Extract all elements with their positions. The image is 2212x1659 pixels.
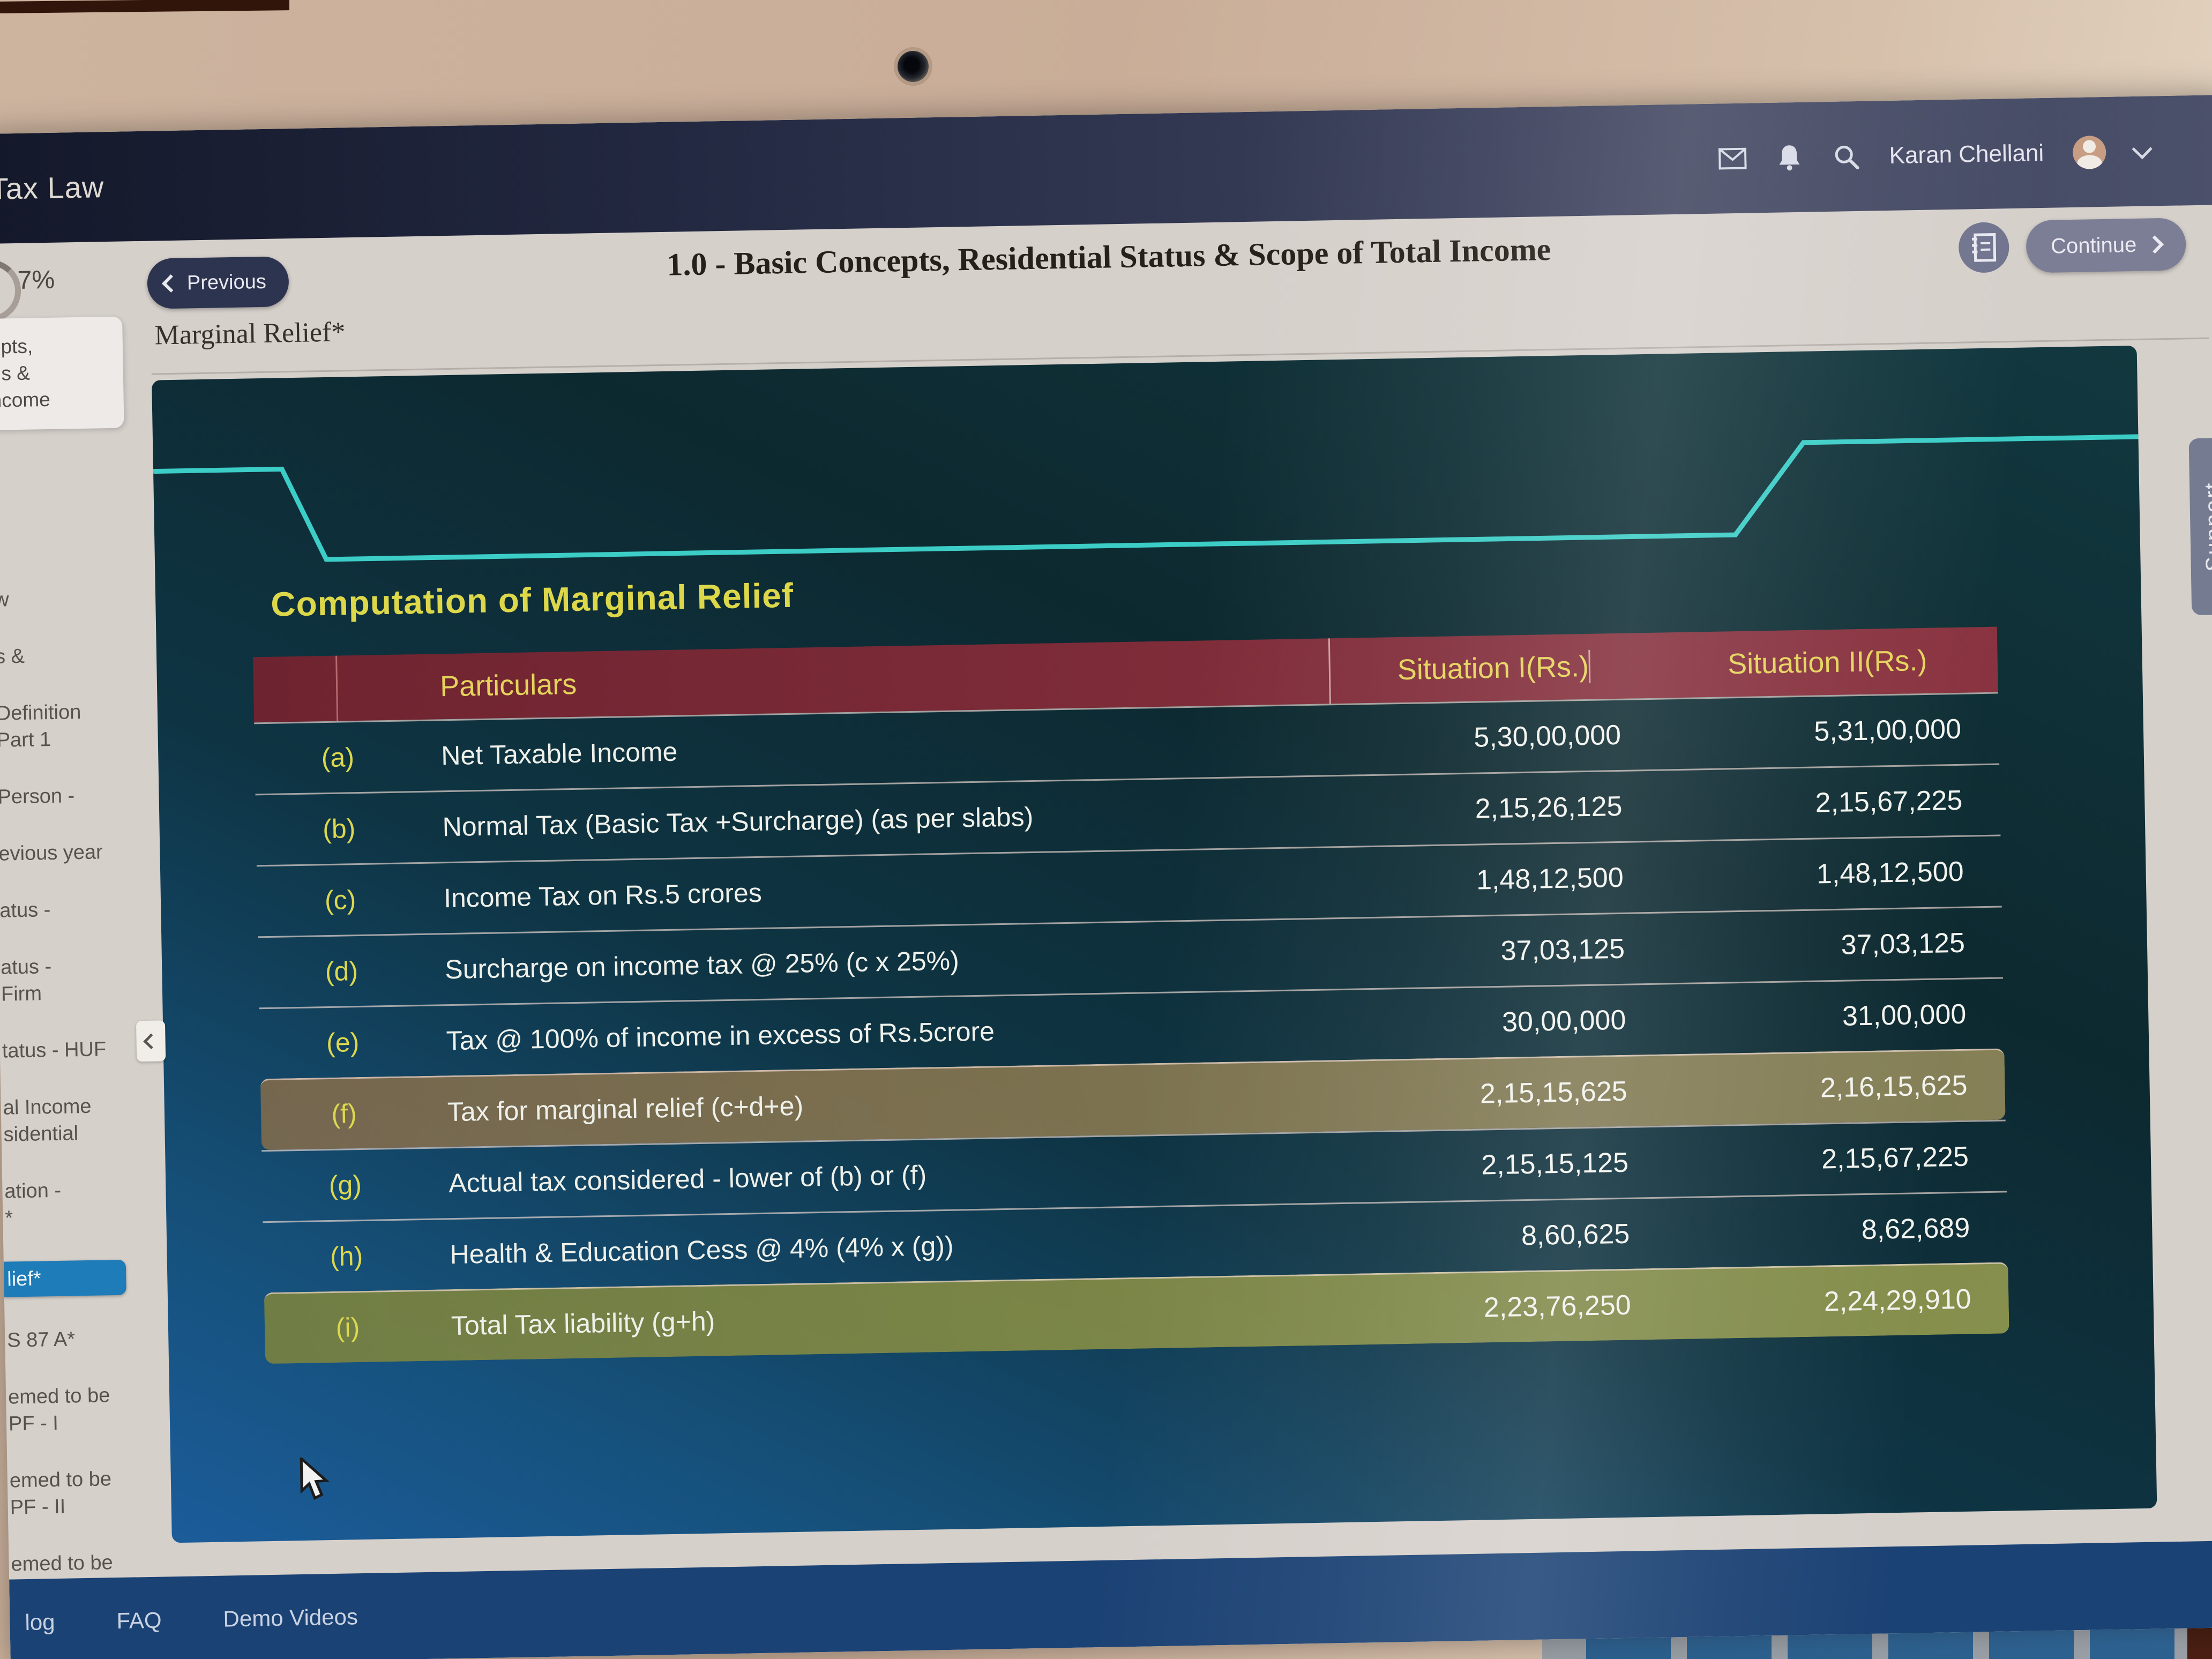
page-subtitle: Marginal Relief* (154, 317, 346, 351)
cyan-accent-line (153, 434, 2139, 562)
row-label: (i) (335, 1312, 360, 1343)
app-brand: Tax Law (0, 170, 104, 206)
cell-particulars: Actual tax considered - lower of (b) or … (448, 1160, 927, 1199)
chevron-left-icon (143, 1033, 159, 1049)
cell-situation1: 2,15,15,625 (1479, 1075, 1628, 1110)
cell-situation2: 5,31,00,000 (1813, 713, 1962, 748)
row-label: (d) (325, 956, 358, 987)
cell-situation2: 2,16,15,625 (1820, 1070, 1968, 1104)
cell-situation1: 2,23,76,250 (1483, 1289, 1632, 1324)
sidebar-item-list: w s & Definition Part 1 Person - evious … (0, 584, 172, 1659)
cell-situation1: 2,15,15,125 (1481, 1147, 1629, 1181)
footer-link-faq[interactable]: FAQ (116, 1607, 162, 1634)
cell-particulars: Income Tax on Rs.5 crores (443, 877, 763, 914)
marginal-relief-table: Particulars Situation I(Rs.) Situation I… (253, 626, 2009, 1364)
cell-situation2: 2,15,67,225 (1821, 1141, 1969, 1175)
sidebar-item[interactable]: Person - (0, 784, 75, 809)
laptop-lid-edge (0, 0, 289, 13)
top-navbar: Tax Law Karan Chellani (0, 94, 2212, 244)
mail-icon[interactable] (1718, 144, 1747, 173)
continue-button[interactable]: Continue (2026, 218, 2187, 273)
cell-situation1: 5,30,00,000 (1473, 719, 1621, 753)
lesson-title: 1.0 - Basic Concepts, Residential Status… (666, 231, 1551, 282)
bell-icon[interactable] (1775, 143, 1804, 171)
sidebar-item[interactable]: s & (0, 645, 25, 668)
sidebar-item[interactable]: atus - Firm (0, 955, 52, 1006)
progress-percent: 7% (17, 265, 55, 295)
cell-particulars: Tax @ 100% of income in excess of Rs.5cr… (446, 1016, 995, 1056)
lesson-slide: Computation of Marginal Relief Particula… (152, 345, 2157, 1543)
sidebar-item-active[interactable]: lief* (3, 1259, 126, 1297)
sidebar-item[interactable]: ation - * (4, 1179, 62, 1230)
row-label: (f) (331, 1098, 357, 1129)
footer-link-demo-videos[interactable]: Demo Videos (223, 1604, 358, 1632)
cell-particulars: Health & Education Cess @ 4% (4% x (g)) (450, 1230, 954, 1270)
sidebar-item[interactable]: S 87 A* (6, 1328, 76, 1352)
cell-situation1: 1,48,12,500 (1476, 862, 1624, 896)
sidebar-item[interactable]: evious year (0, 841, 103, 865)
row-label: (g) (328, 1170, 362, 1201)
footer-link-blog[interactable]: log (25, 1609, 55, 1635)
sidebar-item[interactable]: w (0, 588, 9, 611)
notebook-icon (1971, 233, 1997, 262)
row-label: (h) (330, 1240, 363, 1272)
mouse-cursor (299, 1455, 334, 1505)
row-label: (b) (322, 813, 356, 845)
cell-situation2: 1,48,12,500 (1816, 856, 1964, 890)
laptop-screen: Tax Law Karan Chellani Previous 1.0 (0, 94, 2212, 1659)
previous-label: Previous (186, 270, 267, 294)
collapse-sidebar-button[interactable] (136, 1020, 166, 1062)
col-header-situation2: Situation II(Rs.) (1727, 644, 1927, 681)
cell-situation1: 8,60,625 (1521, 1218, 1630, 1252)
support-tab-label: Support (2199, 481, 2212, 572)
cell-situation2: 31,00,000 (1842, 998, 1967, 1032)
cell-situation1: 37,03,125 (1500, 933, 1625, 967)
cell-situation2: 37,03,125 (1841, 927, 1966, 961)
course-sidebar: 7% epts, us & ncome w s & Definition Par… (0, 241, 170, 1659)
cell-particulars: Surcharge on income tax @ 25% (c x 25%) (444, 945, 960, 985)
col-header-blank (335, 655, 338, 721)
cell-situation2: 8,62,689 (1861, 1212, 1970, 1246)
cell-situation1: 30,00,000 (1501, 1004, 1626, 1038)
sidebar-item[interactable]: al Income sidential (3, 1095, 92, 1146)
webcam (894, 47, 932, 86)
cell-situation2: 2,24,29,910 (1824, 1283, 1972, 1318)
sidebar-item[interactable]: atus - (0, 899, 51, 922)
col-header-situation1: Situation I(Rs.) (1397, 649, 1591, 687)
notes-button[interactable] (1958, 222, 2010, 273)
support-tab[interactable]: Support (2188, 437, 2212, 616)
chevron-left-icon (161, 274, 180, 293)
cell-particulars: Total Tax liability (g+h) (451, 1306, 715, 1341)
sidebar-item[interactable]: emed to be PF - I (8, 1384, 110, 1436)
sidebar-item[interactable]: Definition Part 1 (0, 701, 81, 752)
navbar-right-cluster: Karan Chellani (1718, 96, 2153, 213)
cell-particulars: Tax for marginal relief (c+d+e) (447, 1090, 804, 1127)
user-name[interactable]: Karan Chellani (1889, 139, 2044, 169)
cell-situation1: 2,15,26,125 (1475, 790, 1623, 825)
previous-button[interactable]: Previous (147, 256, 289, 309)
cell-situation2: 2,15,67,225 (1815, 784, 1963, 819)
avatar[interactable] (2072, 135, 2106, 169)
search-icon[interactable] (1832, 142, 1860, 170)
continue-label: Continue (2050, 233, 2137, 258)
module-card[interactable]: epts, us & ncome (0, 316, 124, 431)
sidebar-item[interactable]: emed to be PF - II (9, 1468, 112, 1519)
row-label: (e) (326, 1027, 360, 1058)
chevron-right-icon (2146, 235, 2164, 254)
chevron-down-icon[interactable] (2132, 139, 2153, 160)
row-label: (a) (321, 742, 355, 773)
cell-particulars: Normal Tax (Basic Tax +Surcharge) (as pe… (442, 802, 1034, 842)
row-label: (c) (324, 885, 356, 916)
cell-particulars: Net Taxable Income (440, 736, 678, 771)
